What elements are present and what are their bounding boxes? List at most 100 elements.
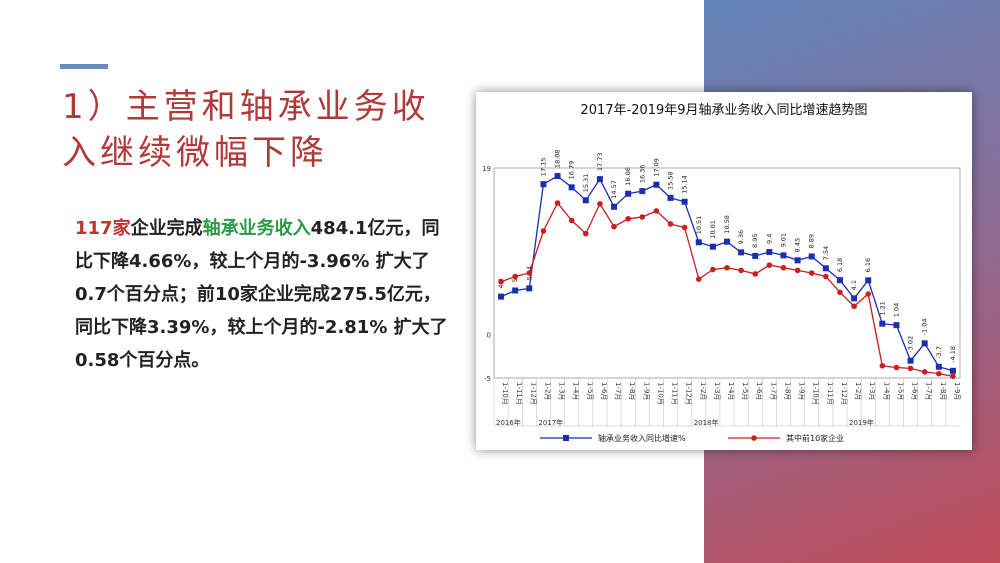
x-tick-label: 1-9月	[798, 382, 806, 400]
y-tick-label: 19	[482, 165, 491, 173]
data-label: 5	[511, 278, 519, 282]
data-label: 1.04	[892, 303, 900, 317]
data-label: 7.54	[822, 246, 830, 260]
data-label: 10.01	[709, 220, 717, 239]
data-point	[568, 217, 575, 224]
x-tick-label: 1-3月	[868, 382, 876, 400]
series-line	[500, 175, 954, 372]
data-label: 9.01	[779, 233, 787, 247]
x-tick-label: 1-5月	[586, 382, 594, 400]
data-point	[780, 264, 787, 271]
data-label: 8.45	[794, 238, 802, 252]
data-point	[710, 266, 716, 273]
x-tick-label: 1-7月	[925, 382, 933, 400]
x-tick-label: 1-6月	[911, 382, 919, 400]
data-point	[681, 198, 688, 205]
data-point	[724, 264, 730, 271]
chart-card: 2017年-2019年9月轴承业务收入同比增速趋势图 19 0 -5 1-10月 1-11…	[476, 92, 972, 450]
data-point	[695, 239, 702, 246]
data-label: -4.18	[949, 346, 957, 363]
data-point	[851, 303, 857, 310]
x-tick-label: 1-11月	[515, 382, 523, 405]
data-point	[625, 215, 631, 222]
x-tick-label: 1-2月	[699, 382, 707, 400]
data-point	[738, 249, 745, 256]
slide-title: 1）主营和轴承业务收 入继续微幅下降	[62, 84, 462, 176]
data-label: 1.21	[878, 301, 886, 315]
data-point	[738, 267, 744, 274]
data-point	[879, 362, 886, 369]
x-tick-label: 1-8月	[783, 382, 791, 400]
data-point	[625, 190, 632, 197]
legend-marker	[751, 435, 757, 441]
data-point	[667, 194, 674, 201]
data-point	[540, 181, 547, 188]
data-label: 9.4	[765, 234, 773, 244]
data-point	[808, 253, 815, 260]
x-tick-label: 1-6月	[600, 382, 608, 400]
x-tick-label: 1-10月	[812, 382, 820, 405]
x-tick-label: 1-12月	[685, 382, 693, 405]
data-point	[554, 200, 561, 206]
data-point	[582, 230, 589, 237]
data-point	[752, 271, 759, 277]
data-point	[611, 223, 617, 230]
para-text-2: 484.1亿元，同比下降4.66%，较上个月的-3.96% 扩大了0.7个百分点…	[75, 218, 448, 371]
data-point	[780, 252, 787, 259]
x-tick-label: 1-8月	[939, 382, 947, 400]
data-point	[907, 357, 914, 364]
data-label: -1.04	[921, 319, 929, 336]
data-label: 10.58	[723, 215, 731, 234]
data-label: 15.58	[667, 171, 675, 190]
data-point	[766, 262, 773, 268]
data-point	[611, 203, 618, 210]
title-line-1: 1）主营和轴承业务收	[62, 87, 430, 127]
data-point	[653, 181, 660, 188]
data-point	[639, 214, 646, 220]
data-label: 15.14	[681, 175, 689, 194]
data-label: 18.08	[554, 149, 562, 168]
data-label: 17.73	[596, 153, 604, 172]
data-point	[597, 201, 603, 207]
x-tick-label: 1-7月	[769, 382, 777, 400]
company-count: 117家	[75, 218, 131, 239]
x-tick-label: 1-3月	[713, 382, 721, 400]
data-point	[512, 287, 519, 294]
data-point	[512, 273, 518, 280]
data-point	[526, 285, 533, 292]
data-point	[950, 373, 956, 380]
data-label: 6.16	[864, 258, 872, 272]
data-point	[554, 173, 561, 180]
data-label: 10.51	[695, 216, 703, 235]
data-point	[808, 270, 815, 276]
data-label: 16.79	[568, 161, 576, 180]
data-point	[823, 273, 829, 280]
x-tick-label: 1-9月	[953, 382, 961, 400]
data-label: 9.36	[737, 230, 745, 244]
data-point	[822, 265, 829, 272]
legend-marker	[563, 435, 569, 441]
year-label: 2018年	[694, 418, 719, 427]
accent-line	[60, 64, 108, 69]
data-point	[837, 289, 843, 296]
data-point	[695, 276, 702, 282]
data-point	[498, 278, 504, 285]
data-point	[526, 270, 533, 276]
data-point	[794, 267, 801, 274]
body-paragraph: 117家企业完成轴承业务收入484.1亿元，同比下降4.66%，较上个月的-3.…	[75, 212, 455, 377]
line-chart: 2017年-2019年9月轴承业务收入同比增速趋势图 19 0 -5 1-10月 1-11…	[482, 102, 961, 443]
data-point	[681, 224, 688, 231]
data-point	[907, 365, 914, 372]
data-label: 4.1	[850, 280, 858, 290]
highlight-term: 轴承业务收入	[202, 218, 311, 239]
chart-title: 2017年-2019年9月轴承业务收入同比增速趋势图	[580, 102, 867, 118]
x-tick-label: 1-4月	[572, 382, 580, 400]
data-point	[766, 249, 773, 255]
data-label: 17.15	[539, 158, 547, 177]
data-point	[639, 188, 646, 195]
data-label: 16.06	[624, 167, 632, 186]
data-point	[949, 367, 956, 374]
data-label: 17.09	[652, 158, 660, 177]
year-label: 2017年	[538, 418, 563, 427]
x-tick-label: 1-2月	[543, 382, 551, 400]
